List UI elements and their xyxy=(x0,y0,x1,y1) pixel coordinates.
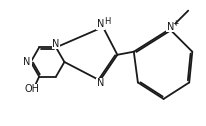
Text: N: N xyxy=(97,78,105,88)
Text: N: N xyxy=(23,57,31,67)
Text: N: N xyxy=(52,39,60,49)
Text: N: N xyxy=(97,19,104,29)
Text: N: N xyxy=(167,22,174,32)
Text: H: H xyxy=(104,17,110,26)
Text: OH: OH xyxy=(24,85,39,94)
Text: +: + xyxy=(172,19,178,28)
